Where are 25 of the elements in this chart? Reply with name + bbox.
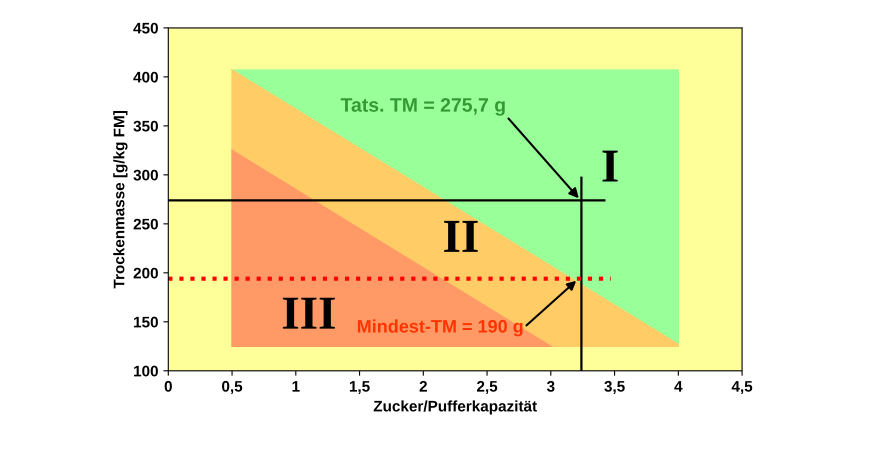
annotation: I [602, 150, 618, 182]
x-tick-label: 0,5 [222, 380, 242, 394]
x-tick-label: 2,5 [476, 380, 498, 394]
x-tick-label: 2 [420, 380, 427, 392]
y-tick-label: 450 [133, 22, 158, 34]
x-tick-label: 1,5 [350, 381, 370, 394]
annotation: II [444, 220, 478, 252]
y-tick-label: 150 [134, 316, 158, 328]
y-tick-label: 300 [133, 170, 158, 181]
y-tick-label: 350 [133, 120, 158, 132]
x-tick-label: 3,5 [604, 380, 625, 394]
x-tick-label: 4,5 [732, 381, 752, 394]
annotation: Tats. TM = 275,7 g [340, 98, 505, 116]
x-tick-label: 1 [292, 381, 300, 392]
x-tick-label: 4 [674, 381, 682, 392]
x-tick-label: 0 [164, 380, 172, 392]
y-tick-label: 100 [134, 366, 158, 376]
y-tick-label: 200 [134, 268, 158, 279]
x-axis-title: Zucker/Pufferkapazität [374, 400, 537, 415]
x-tick-label: 3 [546, 380, 555, 392]
annotation: Mindest-TM = 190 g [358, 319, 523, 336]
y-tick-label: 400 [133, 72, 158, 83]
annotation: III [282, 298, 335, 329]
y-axis-title: Trockenmasse [g/kg FM] [113, 111, 128, 288]
y-tick-label: 250 [134, 218, 158, 230]
